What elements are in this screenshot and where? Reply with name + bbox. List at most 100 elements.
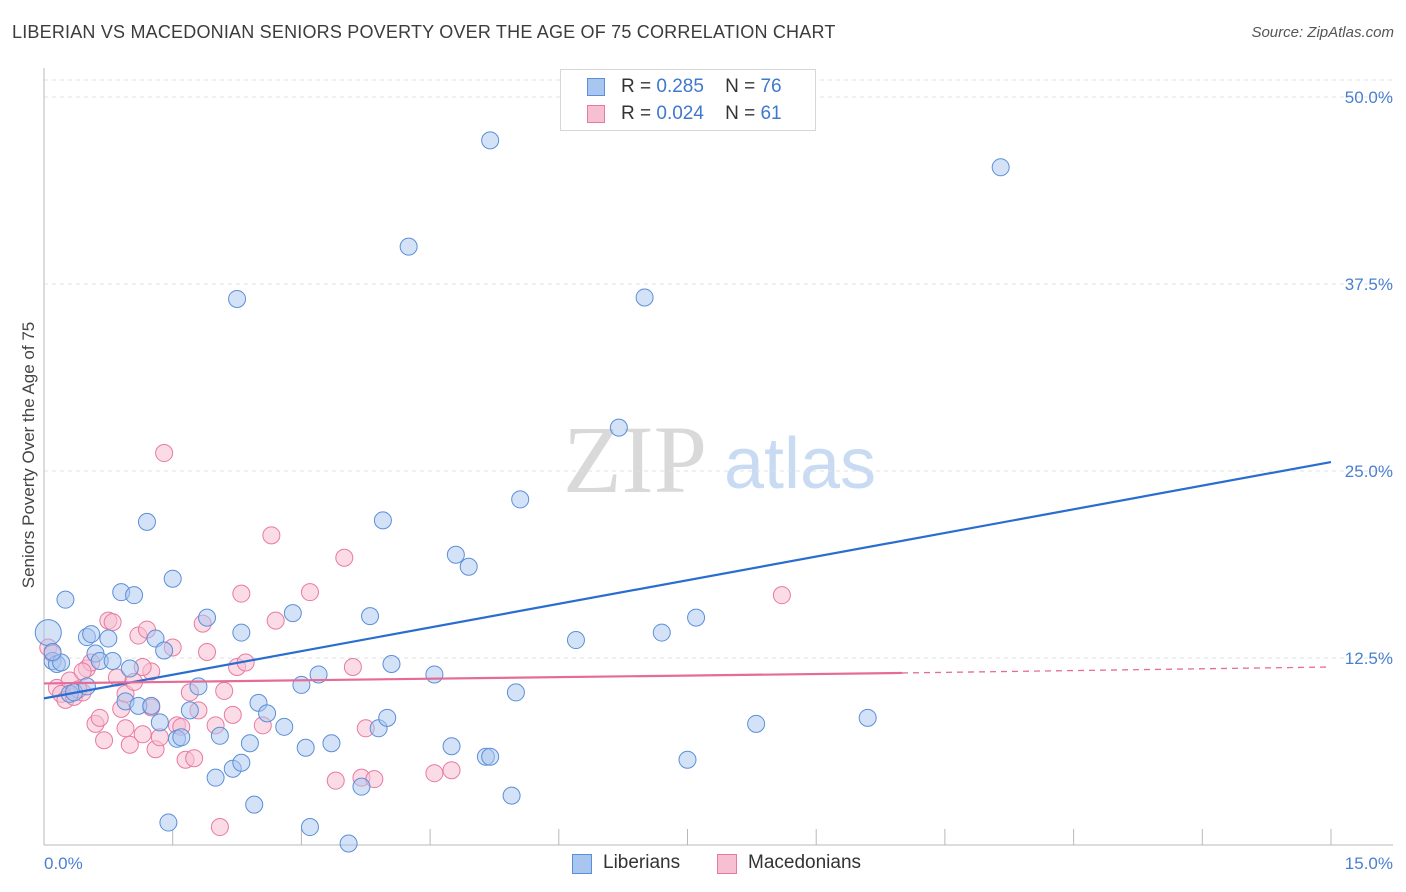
liberians-point-16 bbox=[120, 659, 139, 678]
liberians-point-25 bbox=[163, 569, 182, 588]
macedonians-point-39 bbox=[223, 705, 242, 724]
liberians-point-24 bbox=[159, 813, 178, 832]
liberians-point-52 bbox=[373, 511, 392, 530]
liberians-point-54 bbox=[382, 654, 401, 673]
macedonians-trend-extension bbox=[901, 666, 1332, 674]
source-credit: Source: ZipAtlas.com bbox=[1251, 24, 1394, 41]
macedonians-point-49 bbox=[343, 657, 362, 676]
liberians-point-27 bbox=[172, 728, 191, 747]
liberians-point-64 bbox=[506, 683, 525, 702]
liberians-n-value: 76 bbox=[760, 76, 782, 97]
liberians-trend-line bbox=[43, 460, 1332, 700]
liberians-points bbox=[34, 131, 1010, 853]
liberians-point-30 bbox=[198, 608, 217, 627]
liberians-point-47 bbox=[322, 734, 341, 753]
liberians-point-66 bbox=[566, 631, 585, 650]
gridlines bbox=[44, 79, 1393, 659]
tick-labels: 12.5% 25.0% 37.5% 50.0% 0.0% 15.0% bbox=[44, 88, 1393, 873]
macedonians-point-46 bbox=[300, 583, 319, 602]
x-tick-label-min: 0.0% bbox=[44, 854, 83, 873]
liberians-point-22 bbox=[150, 713, 169, 732]
series-legend: Liberians Macedonians bbox=[0, 851, 1406, 877]
watermark: ZIP atlas bbox=[563, 406, 876, 513]
macedonians-n-value: 61 bbox=[760, 103, 782, 124]
liberians-point-37 bbox=[240, 734, 259, 753]
liberians-r-value: 0.285 bbox=[656, 76, 704, 97]
liberians-point-73 bbox=[858, 708, 877, 727]
macedonians-r-value: 0.024 bbox=[656, 103, 704, 124]
macedonians-point-18 bbox=[120, 735, 139, 754]
macedonians-point-35 bbox=[198, 643, 217, 662]
liberians-point-69 bbox=[652, 623, 671, 642]
liberians-point-12 bbox=[99, 629, 118, 648]
r-label: R = bbox=[621, 76, 652, 97]
liberians-point-41 bbox=[275, 717, 294, 736]
liberians-point-56 bbox=[425, 665, 444, 684]
macedonians-legend-label: Macedonians bbox=[748, 852, 862, 873]
axes bbox=[43, 68, 1393, 846]
liberians-point-53 bbox=[378, 708, 397, 727]
liberians-point-42 bbox=[283, 604, 302, 623]
liberians-point-19 bbox=[137, 512, 156, 531]
liberians-point-38 bbox=[245, 795, 264, 814]
liberians-point-59 bbox=[459, 557, 478, 576]
liberians-point-13 bbox=[103, 651, 122, 670]
liberians-point-62 bbox=[481, 131, 500, 150]
macedonians-point-44 bbox=[262, 526, 281, 545]
macedonians-point-55 bbox=[772, 586, 791, 605]
macedonians-point-54 bbox=[442, 761, 461, 780]
macedonians-point-14 bbox=[103, 613, 122, 632]
liberians-point-50 bbox=[361, 607, 380, 626]
watermark-atlas: atlas bbox=[724, 424, 876, 504]
liberians-point-67 bbox=[609, 418, 628, 437]
liberians-point-34 bbox=[228, 289, 247, 308]
liberians-point-71 bbox=[687, 608, 706, 627]
chart-title: LIBERIAN VS MACEDONIAN SENIORS POVERTY O… bbox=[12, 22, 836, 42]
liberians-point-45 bbox=[300, 818, 319, 837]
y-tick-label-1: 25.0% bbox=[1345, 462, 1393, 481]
liberians-point-57 bbox=[442, 737, 461, 756]
macedonians-point-12 bbox=[95, 731, 114, 750]
trend-lines bbox=[43, 460, 1332, 700]
liberians-point-17 bbox=[125, 586, 144, 605]
liberians-point-44 bbox=[296, 738, 315, 757]
liberians-point-75 bbox=[43, 643, 62, 662]
liberians-point-49 bbox=[352, 777, 371, 796]
macedonians-legend-swatch bbox=[717, 854, 737, 874]
macedonians-point-45 bbox=[266, 611, 285, 630]
liberians-legend-label: Liberians bbox=[603, 852, 681, 873]
macedonians-point-48 bbox=[335, 548, 354, 567]
macedonians-point-32 bbox=[185, 749, 204, 768]
x-tick-label-max: 15.0% bbox=[1345, 854, 1393, 873]
liberians-point-70 bbox=[678, 750, 697, 769]
macedonians-point-25 bbox=[150, 728, 169, 747]
liberians-point-35 bbox=[232, 753, 251, 772]
liberians-point-40 bbox=[258, 704, 277, 723]
liberians-point-58 bbox=[446, 545, 465, 564]
liberians-point-48 bbox=[339, 834, 358, 853]
liberians-point-32 bbox=[210, 726, 229, 745]
liberians-point-61 bbox=[481, 747, 500, 766]
macedonians-point-41 bbox=[232, 584, 251, 603]
y-tick-label-0: 12.5% bbox=[1345, 649, 1393, 668]
macedonians-point-58 bbox=[116, 719, 135, 738]
n-label: N = bbox=[725, 103, 756, 124]
macedonians-point-47 bbox=[326, 771, 345, 790]
liberians-point-31 bbox=[206, 768, 225, 787]
liberians-point-0 bbox=[34, 619, 62, 647]
macedonians-point-11 bbox=[90, 708, 109, 727]
macedonians-point-57 bbox=[73, 662, 92, 681]
y-tick-label-2: 37.5% bbox=[1345, 275, 1393, 294]
liberians-point-23 bbox=[155, 641, 174, 660]
liberians-point-43 bbox=[292, 675, 311, 694]
liberians-point-4 bbox=[56, 590, 75, 609]
liberians-swatch bbox=[587, 78, 605, 96]
liberians-point-55 bbox=[399, 237, 418, 256]
macedonians-trend-line bbox=[43, 671, 903, 685]
macedonians-point-53 bbox=[425, 764, 444, 783]
liberians-point-74 bbox=[991, 158, 1010, 177]
liberians-point-46 bbox=[309, 665, 328, 684]
correlation-legend: R = 0.285 N = 76 R = 0.024 N = 61 bbox=[560, 69, 816, 131]
liberians-point-20 bbox=[142, 696, 161, 715]
liberians-point-68 bbox=[635, 288, 654, 307]
